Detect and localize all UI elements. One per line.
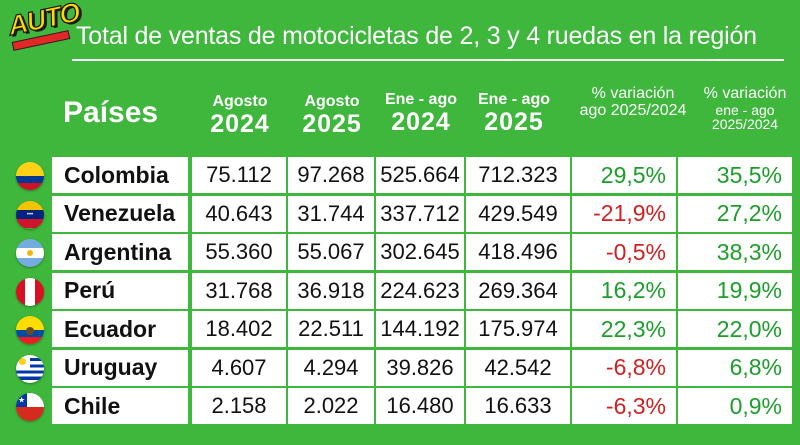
- table-row: Ecuador 18.402 22.511 144.192 175.974 22,3% 22…: [0, 311, 800, 349]
- cell-ene2024: 16.480: [376, 388, 464, 424]
- header-eneago-2024-year: 2024: [391, 107, 451, 136]
- cell-ago2025: 36.918: [288, 272, 374, 309]
- cell-var-ene: 0,9%: [678, 388, 792, 424]
- cell-ene2024: 144.192: [376, 311, 464, 347]
- country-name: Chile: [52, 388, 188, 424]
- cell-ene2024: 224.623: [376, 272, 464, 309]
- header-agosto-2024-label: Agosto: [212, 93, 268, 110]
- country-name: Ecuador: [52, 311, 188, 347]
- header-eneago-2025-year: 2025: [484, 107, 544, 136]
- cell-ago2025: 31.744: [288, 195, 374, 232]
- cell-ene2024: 302.645: [376, 234, 464, 270]
- title-divider: [72, 59, 784, 61]
- chile-flag-icon: ★: [16, 393, 44, 421]
- header-eneago-2024-label: Ene - ago: [384, 91, 457, 108]
- table-row: Argentina 55.360 55.067 302.645 418.496 -0,5%…: [0, 234, 800, 272]
- header-agosto-2025-year: 2025: [302, 109, 362, 138]
- cell-ago2024: 55.360: [192, 234, 286, 270]
- cell-ene2025: 175.974: [466, 311, 570, 347]
- ecuador-flag-icon: [16, 316, 44, 344]
- venezuela-flag-icon: •••: [16, 200, 44, 229]
- argentina-flag-icon: [16, 239, 44, 267]
- table-row: Uruguay 4.607 4.294 39.826 42.542 -6,8% 6,8%: [0, 349, 800, 388]
- cell-ago2025: 4.294: [288, 349, 374, 386]
- header-agosto-2024-year: 2024: [210, 109, 270, 138]
- header-var-ago-line2: ago 2025/2024: [579, 101, 687, 119]
- header-var-eneago-line3: 2025/2024: [711, 116, 779, 133]
- cell-var-ago: 29,5%: [572, 157, 676, 193]
- cell-ago2024: 18.402: [192, 311, 286, 347]
- cell-ago2025: 22.511: [288, 311, 374, 347]
- country-name: Colombia: [52, 157, 188, 193]
- auto-logo: AUTO: [2, 0, 84, 52]
- peru-flag-icon: [16, 277, 44, 306]
- cell-var-ago: 22,3%: [572, 311, 676, 347]
- cell-ago2025: 97.268: [288, 157, 374, 193]
- header-var-eneago-line1: % variación: [703, 85, 787, 102]
- colombia-flag-icon: [16, 162, 44, 190]
- header-var-ago-line1: % variación: [591, 85, 675, 102]
- table-row: ••• Venezuela 40.643 31.744 337.712 429.549 -2…: [0, 195, 800, 234]
- cell-ene2025: 712.323: [466, 157, 570, 193]
- chart-title: Total de ventas de motocicletas de 2, 3 …: [76, 22, 757, 50]
- country-name: Perú: [52, 272, 188, 309]
- cell-ene2024: 525.664: [376, 157, 464, 193]
- cell-ago2025: 55.067: [288, 234, 374, 270]
- cell-ago2024: 2.158: [192, 388, 286, 424]
- country-name: Venezuela: [52, 195, 188, 232]
- cell-var-ene: 19,9%: [678, 272, 792, 309]
- table-row: Perú 31.768 36.918 224.623 269.364 16,2% 19,9%: [0, 272, 800, 311]
- header-eneago-2025-label: Ene - ago: [477, 91, 550, 108]
- cell-var-ene: 6,8%: [678, 349, 792, 386]
- cell-ene2025: 429.549: [466, 195, 570, 232]
- header-agosto-2025: Agosto 2025: [288, 93, 376, 138]
- header-paises: Países: [63, 96, 159, 129]
- cell-ene2024: 39.826: [376, 349, 464, 386]
- header-eneago-2024: Ene - ago 2024: [376, 91, 466, 136]
- cell-var-ago: -0,5%: [572, 234, 676, 270]
- cell-var-ene: 38,3%: [678, 234, 792, 270]
- header-var-eneago-line2: ene - ago: [715, 101, 775, 118]
- cell-ene2025: 418.496: [466, 234, 570, 270]
- cell-ene2025: 16.633: [466, 388, 570, 424]
- cell-var-ago: -21,9%: [572, 195, 676, 232]
- country-name: Argentina: [52, 234, 188, 270]
- cell-ago2024: 31.768: [192, 272, 286, 309]
- cell-ago2024: 4.607: [192, 349, 286, 386]
- table-row: ★ Chile 2.158 2.022 16.480 16.633 -6,3% 0,9%: [0, 388, 800, 426]
- cell-var-ago: -6,8%: [572, 349, 676, 386]
- cell-ago2025: 2.022: [288, 388, 374, 424]
- cell-var-ene: 27,2%: [678, 195, 792, 232]
- header-agosto-2024: Agosto 2024: [192, 93, 288, 138]
- cell-ago2024: 40.643: [192, 195, 286, 232]
- cell-var-ene: 22,0%: [678, 311, 792, 347]
- cell-ene2025: 269.364: [466, 272, 570, 309]
- cell-var-ago: -6,3%: [572, 388, 676, 424]
- country-name: Uruguay: [52, 349, 188, 386]
- header-var-eneago: % variación ene - ago 2025/2024: [693, 85, 797, 133]
- header-var-ago: % variación ago 2025/2024: [568, 85, 698, 120]
- cell-var-ago: 16,2%: [572, 272, 676, 309]
- header-agosto-2025-label: Agosto: [304, 93, 360, 110]
- uruguay-flag-icon: [16, 354, 44, 383]
- cell-ene2025: 42.542: [466, 349, 570, 386]
- cell-ago2024: 75.112: [192, 157, 286, 193]
- header-eneago-2025: Ene - ago 2025: [466, 91, 562, 136]
- cell-ene2024: 337.712: [376, 195, 464, 232]
- table-row: Colombia 75.112 97.268 525.664 712.323 29,5% 3…: [0, 157, 800, 195]
- cell-var-ene: 35,5%: [678, 157, 792, 193]
